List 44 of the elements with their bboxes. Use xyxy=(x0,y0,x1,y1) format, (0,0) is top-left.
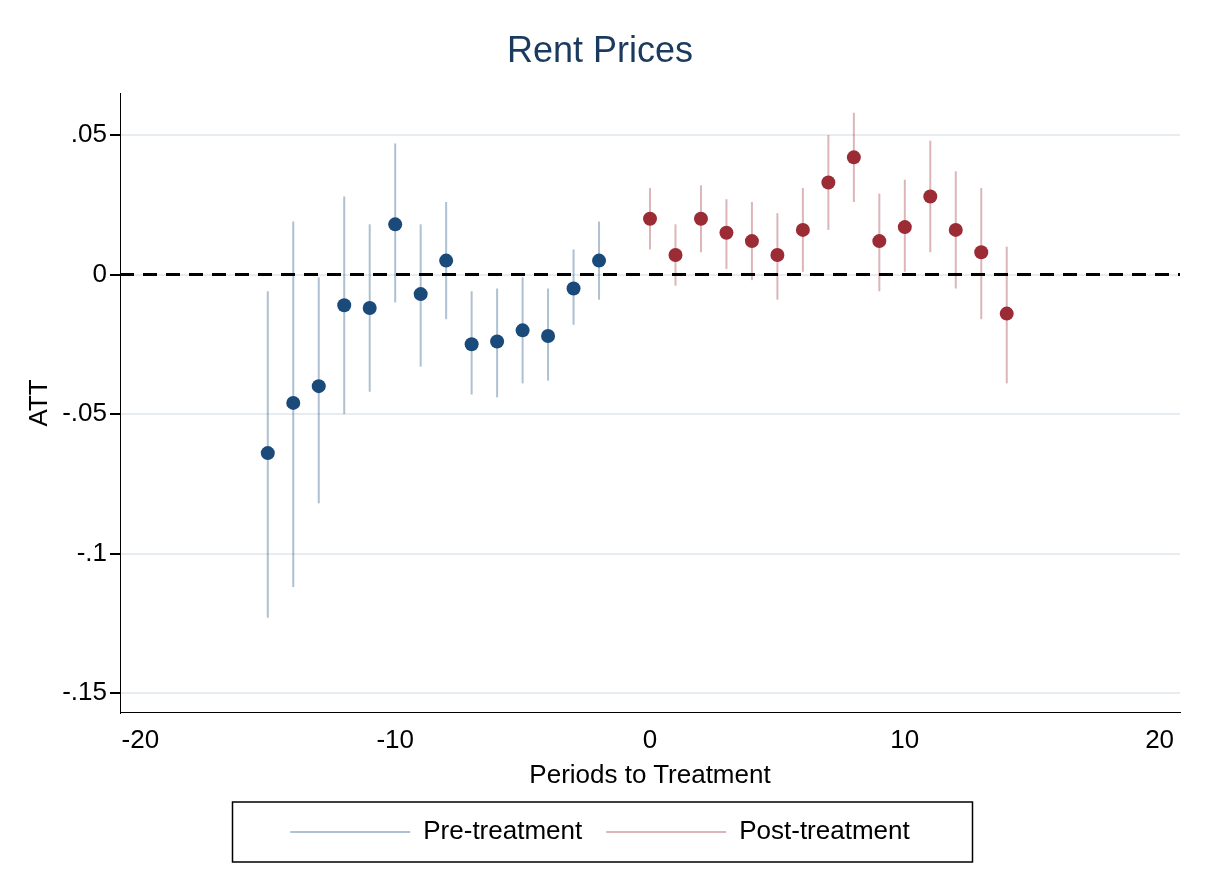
point xyxy=(515,323,530,338)
x-tick-label: 20 xyxy=(1145,724,1175,755)
y-tick-label: -.1 xyxy=(76,536,107,567)
x-axis-title: Periods to Treatment xyxy=(529,758,772,789)
point xyxy=(413,287,428,302)
point xyxy=(821,175,836,190)
point xyxy=(592,253,607,268)
point xyxy=(693,211,708,226)
point xyxy=(541,328,556,343)
y-tick-label: -.15 xyxy=(62,676,107,707)
point xyxy=(974,245,989,260)
x-tick-label: -10 xyxy=(376,724,414,755)
point xyxy=(311,379,326,394)
point xyxy=(668,248,683,263)
point xyxy=(464,337,479,352)
point xyxy=(795,222,810,237)
y-tick-label: 0 xyxy=(92,257,107,288)
point xyxy=(260,446,275,461)
point xyxy=(439,253,454,268)
point xyxy=(566,281,581,296)
y-axis-title: ATT xyxy=(22,379,53,427)
point xyxy=(872,234,887,249)
point xyxy=(286,395,301,410)
point xyxy=(388,217,403,232)
legend-label: Pre-treatment xyxy=(423,815,583,846)
point xyxy=(846,150,861,165)
x-tick-label: 10 xyxy=(890,724,920,755)
point xyxy=(948,222,963,237)
point xyxy=(337,298,352,313)
point xyxy=(923,189,938,204)
point xyxy=(490,334,505,349)
point xyxy=(744,234,759,249)
point xyxy=(362,301,377,316)
point xyxy=(719,225,734,240)
x-tick-label: -20 xyxy=(121,724,160,755)
point xyxy=(897,220,912,235)
legend-label: Post-treatment xyxy=(739,815,911,846)
y-tick-label: -.05 xyxy=(62,397,107,428)
y-tick-label: .05 xyxy=(70,118,107,149)
point xyxy=(999,306,1014,321)
x-tick-label: 0 xyxy=(642,724,658,755)
chart-title: Rent Prices xyxy=(506,28,694,70)
point xyxy=(643,211,657,226)
point xyxy=(770,248,785,263)
